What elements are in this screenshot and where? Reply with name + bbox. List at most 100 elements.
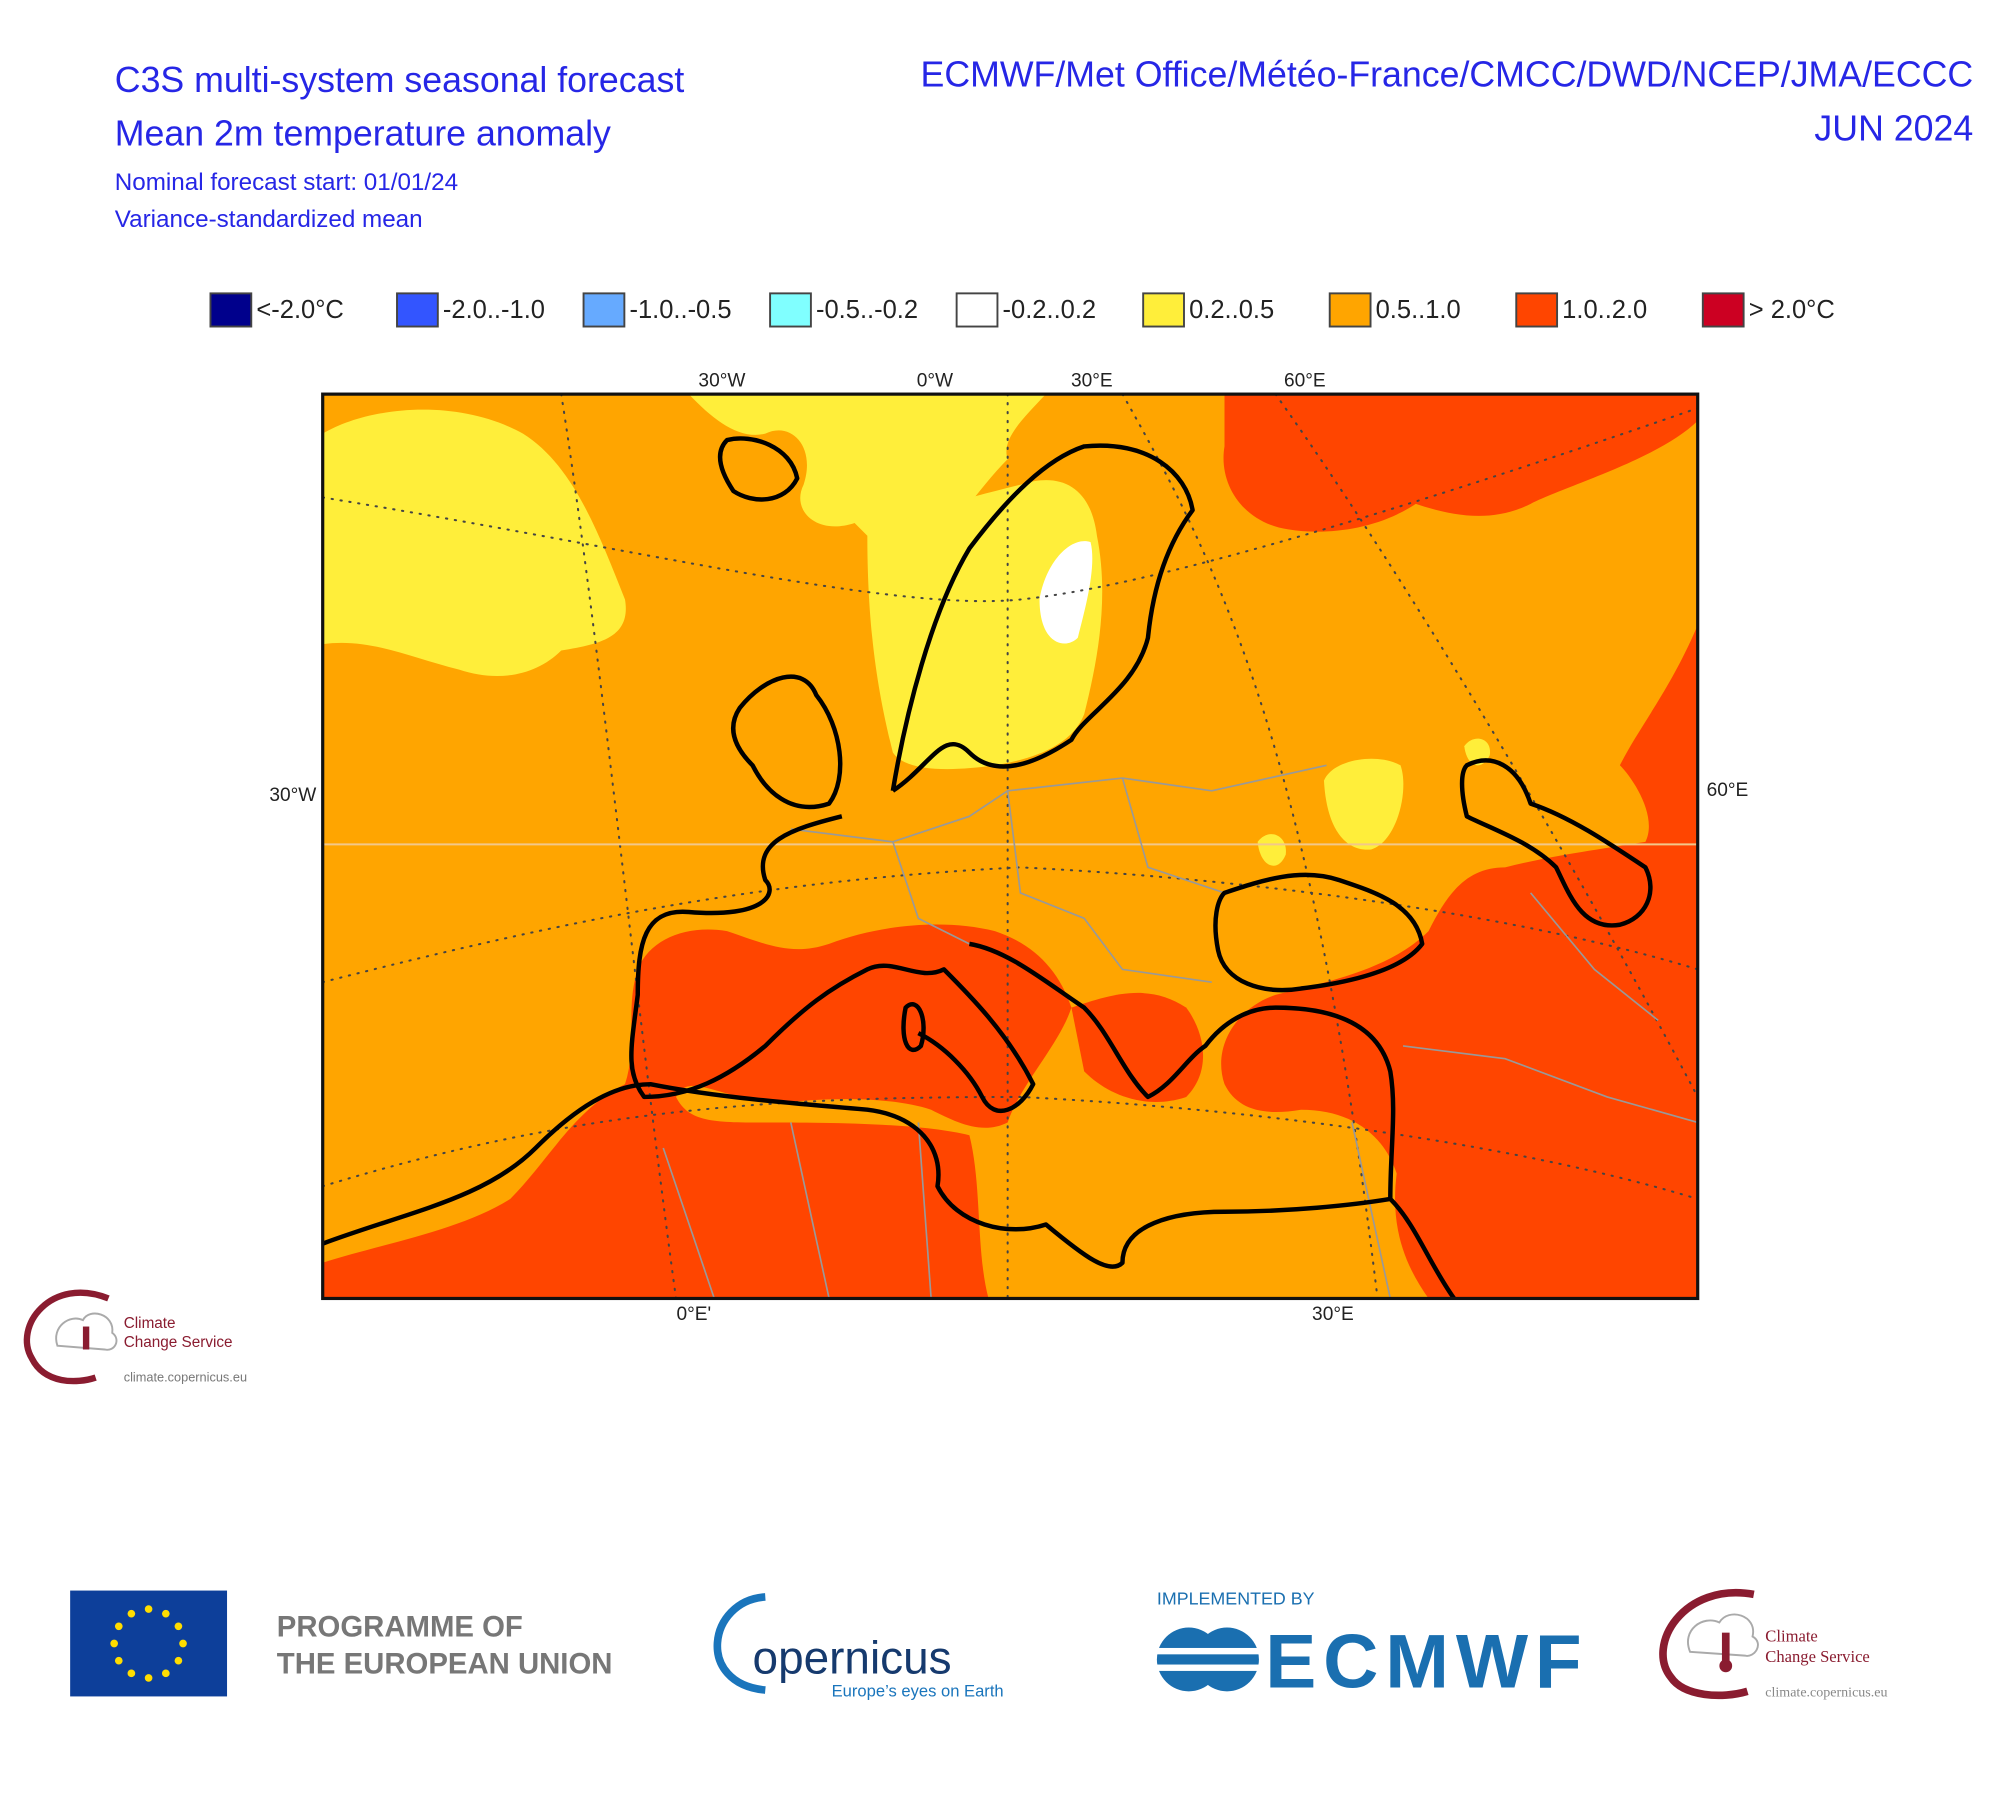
forecast-start: Nominal forecast start: 01/01/24 [115, 169, 458, 196]
graticule [322, 866, 1698, 984]
method-note: Variance-standardized mean [115, 206, 423, 233]
legend-label: 1.0..2.0 [1562, 296, 1647, 324]
anomaly-area [1039, 541, 1093, 644]
eu-star [114, 1656, 123, 1665]
logo-arc [1659, 1588, 1755, 1700]
c3s-small-logo: Climate Change Service climate.copernicu… [23, 1289, 247, 1385]
eu-text: PROGRAMME OF [277, 1610, 523, 1643]
ecmwf-mark-stripe [1156, 1664, 1259, 1671]
lon-label: 30°W [698, 370, 745, 391]
ecmwf-mark-stripe [1156, 1647, 1259, 1655]
coastline [1459, 758, 1653, 928]
eu-star [179, 1639, 187, 1648]
eu-star [144, 1605, 153, 1613]
coastline [730, 674, 843, 810]
eu-star [161, 1609, 170, 1618]
legend-label: -0.2..0.2 [1003, 296, 1097, 324]
title: C3S multi-system seasonal forecast [115, 60, 685, 100]
ecmwf-name: ECMWF [1265, 1620, 1581, 1705]
graticule [1121, 394, 1379, 1299]
coastline [629, 814, 1036, 1114]
copernicus-arc [713, 1593, 766, 1694]
legend-swatch [396, 292, 439, 328]
graticule [322, 407, 1698, 603]
lon-label: 60°E [1284, 370, 1326, 391]
legend-label: -1.0..-0.5 [629, 296, 731, 324]
legend-label: -2.0..-1.0 [443, 296, 545, 324]
eu-text: THE EUROPEAN UNION [277, 1647, 613, 1680]
graticule [1274, 394, 1698, 1098]
legend-label: 0.5..1.0 [1376, 296, 1461, 324]
logo-arc [23, 1289, 110, 1385]
lon-label: 30°E [1071, 370, 1113, 391]
graticule [560, 394, 678, 1299]
legend-swatch [1328, 292, 1372, 328]
logo-text: Change Service [1765, 1647, 1870, 1666]
logo-cloud [1687, 1613, 1759, 1657]
logo-text: Climate [1765, 1627, 1818, 1646]
eu-logo: PROGRAMME OF THE EUROPEAN UNION [70, 1590, 613, 1697]
providers: ECMWF/Met Office/Météo-France/CMCC/DWD/N… [921, 55, 1974, 95]
map-frame [321, 392, 1700, 1301]
logo-thermometer-bulb [1719, 1659, 1733, 1673]
legend-swatch [582, 292, 626, 328]
logo-url: climate.copernicus.eu [124, 1369, 247, 1384]
copernicus-logo: opernicus Europe’s eyes on Earth [713, 1593, 1004, 1700]
ecmwf-implemented: IMPLEMENTED BY [1157, 1589, 1315, 1609]
valid-month: JUN 2024 [1814, 108, 1973, 148]
axis-labels: 30°W 0°W 30°E 60°E 30°W 60°E 0°E' 30°E [269, 370, 1748, 1325]
legend-swatch [1701, 292, 1745, 328]
lon-label: 0°E' [677, 1304, 712, 1325]
graticule [322, 1095, 1698, 1201]
anomaly-area [1221, 625, 1698, 1299]
map [322, 394, 1698, 1299]
logo-thermometer [82, 1326, 90, 1350]
eu-star [114, 1622, 123, 1631]
eu-star [144, 1674, 153, 1682]
eu-star [174, 1622, 183, 1631]
lat-label: 60°E [1707, 780, 1749, 801]
legend-label: > 2.0°C [1749, 296, 1835, 324]
ecmwf-logo: IMPLEMENTED BY ECMWF [1156, 1589, 1582, 1705]
legend-swatch [955, 292, 999, 328]
coastline [717, 436, 800, 502]
legend-label: -0.5..-0.2 [816, 296, 918, 324]
country-border [662, 764, 1698, 1299]
coastline [969, 941, 1396, 1199]
logo-text: Change Service [124, 1334, 233, 1351]
legend: <-2.0°C -2.0..-1.0 -1.0..-0.5 -0.5..-0.2 -0.… [209, 292, 1835, 328]
coastline [322, 1081, 1456, 1299]
anomaly-area [867, 480, 1103, 770]
subtitle: Mean 2m temperature anomaly [115, 113, 611, 153]
eu-star [161, 1669, 170, 1678]
eu-stars [110, 1605, 187, 1682]
logo-thermometer [1721, 1632, 1730, 1664]
legend-swatch [1515, 292, 1559, 328]
logo-text: Climate [124, 1315, 176, 1332]
lon-label: 30°E [1312, 1304, 1354, 1325]
legend-label: 0.2..0.5 [1189, 296, 1274, 324]
lat-label: 30°W [269, 785, 316, 806]
eu-star [127, 1669, 136, 1678]
copernicus-tagline: Europe’s eyes on Earth [832, 1681, 1004, 1700]
ecmwf-mark [1195, 1627, 1259, 1692]
lon-label: 0°W [917, 370, 953, 391]
coastline [1213, 872, 1425, 993]
eu-star [110, 1639, 118, 1648]
legend-swatch [209, 292, 253, 328]
copernicus-name: opernicus [753, 1631, 952, 1683]
anomaly-area [322, 409, 626, 676]
anomaly-area [1071, 992, 1204, 1102]
eu-star [127, 1609, 136, 1618]
logo-cloud [55, 1312, 118, 1351]
coastline [890, 443, 1195, 793]
anomaly-area [1257, 834, 1286, 866]
legend-label: <-2.0°C [256, 296, 343, 324]
anomaly-area [322, 924, 1072, 1299]
legend-swatch [1142, 292, 1185, 328]
coastline [901, 1002, 926, 1053]
logo-url: climate.copernicus.eu [1765, 1684, 1887, 1700]
c3s-logo: Climate Change Service climate.copernicu… [1659, 1588, 1888, 1700]
